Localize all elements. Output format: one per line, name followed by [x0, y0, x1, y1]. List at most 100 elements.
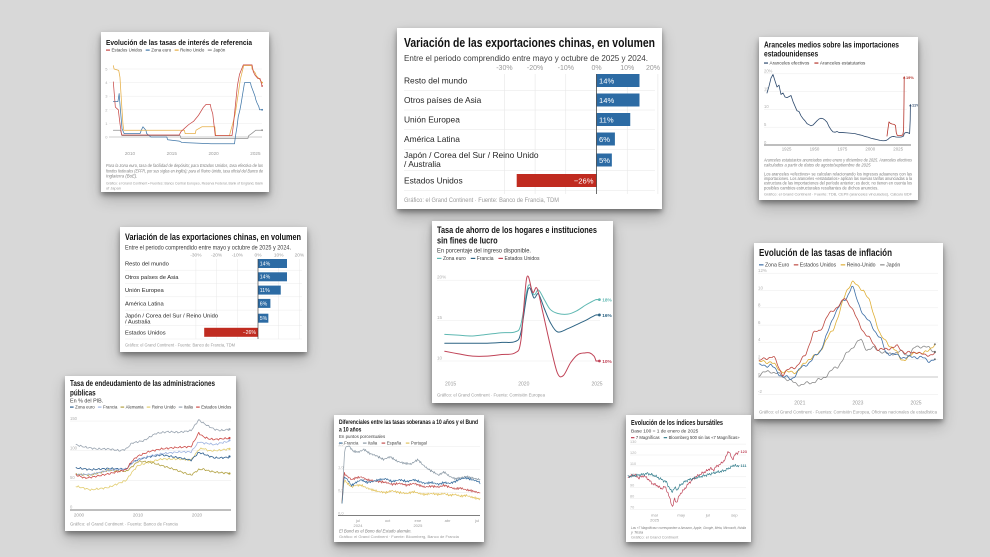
svg-text:2025: 2025: [413, 523, 423, 528]
svg-text:2025: 2025: [250, 151, 261, 156]
svg-text:-30%: -30%: [496, 65, 512, 72]
svg-text:20%: 20%: [437, 275, 446, 280]
svg-text:16%: 16%: [602, 313, 612, 319]
svg-text:Japón / Corea del Sur / Reino: Japón / Corea del Sur / Reino Unido: [125, 313, 218, 319]
svg-text:-2: -2: [758, 389, 762, 394]
svg-text:En % del PIB.: En % del PIB.: [70, 399, 103, 405]
svg-text:Estados Unidos: Estados Unidos: [112, 48, 144, 53]
svg-text:Francia: Francia: [477, 256, 494, 262]
svg-text:11%: 11%: [260, 288, 270, 294]
svg-text:Los aranceles «efectivos» se c: Los aranceles «efectivos» se calculan re…: [764, 172, 912, 177]
svg-text:Diferenciales entre las tasas: Diferenciales entre las tasas soberanas …: [339, 419, 478, 426]
svg-text:Para la zona euro, tasa de fac: Para la zona euro, tasa de facilidad de …: [106, 163, 264, 168]
svg-text:100: 100: [630, 473, 636, 477]
svg-text:19%: 19%: [906, 75, 914, 80]
svg-text:América Latina: América Latina: [404, 134, 460, 144]
svg-text:15: 15: [764, 86, 769, 91]
svg-text:jul: jul: [474, 518, 479, 523]
svg-text:Resto del mundo: Resto del mundo: [125, 262, 169, 268]
svg-text:/ Australia: / Australia: [125, 320, 151, 326]
svg-text:Gráfico: el Grand Continent ·: Gráfico: el Grand Continent · Fuente: TD…: [764, 192, 913, 197]
svg-text:Variación de las exportaciones: Variación de las exportaciones chinas, e…: [125, 232, 301, 242]
svg-text:1,0: 1,0: [338, 464, 344, 469]
svg-text:mar: mar: [651, 513, 659, 518]
svg-text:Japón: Japón: [886, 263, 900, 269]
svg-text:0: 0: [70, 505, 73, 510]
svg-text:calculados a partir de datos d: calculados a partir de datos de agosto/s…: [764, 163, 871, 168]
svg-text:fondos federales (EFFR, por su: fondos federales (EFFR, por sus siglas e…: [106, 168, 264, 173]
svg-text:Gráfico: el Grand Continent ·: Gráfico: el Grand Continent · Fuente: Ba…: [70, 522, 178, 527]
svg-text:1925: 1925: [782, 147, 792, 152]
svg-text:Unión Europea: Unión Europea: [404, 115, 460, 125]
svg-text:3: 3: [105, 94, 108, 99]
svg-text:Zona euro: Zona euro: [75, 405, 95, 410]
svg-text:2: 2: [105, 107, 108, 112]
svg-text:Reino-Unido: Reino-Unido: [847, 263, 876, 269]
svg-text:100: 100: [70, 445, 78, 450]
svg-text:Estados Unidos: Estados Unidos: [800, 263, 837, 269]
svg-text:14%: 14%: [260, 261, 271, 267]
svg-text:4: 4: [758, 337, 761, 342]
svg-text:18%: 18%: [602, 297, 612, 303]
svg-text:7 Magníficas: 7 Magníficas: [636, 435, 660, 440]
svg-text:Aranceles estatutarios: Aranceles estatutarios: [820, 61, 866, 66]
svg-text:Gráfico: el Grand Continent •: Gráfico: el Grand Continent • Fuentes: B…: [106, 181, 263, 186]
svg-text:0,5: 0,5: [338, 487, 344, 492]
svg-text:Estados Unidos: Estados Unidos: [404, 176, 463, 186]
svg-text:−26%: −26%: [574, 176, 594, 185]
svg-text:0%: 0%: [255, 253, 263, 259]
svg-text:130: 130: [630, 440, 636, 444]
svg-text:Unión Europea: Unión Europea: [125, 288, 164, 294]
svg-text:/ Australia: / Australia: [404, 159, 441, 169]
svg-text:Zona euro: Zona euro: [443, 256, 466, 262]
svg-text:2015: 2015: [445, 382, 456, 388]
svg-text:14%: 14%: [599, 96, 614, 105]
svg-text:Francia: Francia: [103, 405, 118, 410]
svg-text:may: may: [677, 513, 685, 518]
svg-text:En porcentaje del ingreso disp: En porcentaje del ingreso disponible.: [437, 248, 531, 255]
svg-text:5: 5: [105, 67, 108, 72]
svg-text:oct: oct: [385, 518, 391, 523]
svg-text:123: 123: [741, 450, 747, 454]
svg-text:10: 10: [437, 356, 443, 361]
svg-text:-30%: -30%: [190, 253, 202, 259]
svg-text:0: 0: [758, 372, 761, 377]
svg-text:Japón: Japón: [213, 48, 226, 53]
svg-text:12%: 12%: [758, 268, 767, 273]
svg-text:2015: 2015: [167, 151, 178, 156]
svg-text:Aranceles estatutarios anuncia: Aranceles estatutarios anunciados entre …: [763, 158, 912, 163]
svg-text:14%: 14%: [260, 275, 271, 281]
svg-text:2024: 2024: [354, 523, 364, 528]
svg-text:2020: 2020: [518, 382, 529, 388]
svg-text:2000: 2000: [74, 513, 85, 518]
svg-text:10%: 10%: [602, 359, 612, 365]
svg-text:sep: sep: [731, 513, 738, 518]
svg-text:estructura de las importacione: estructura de las importaciones del perí…: [764, 181, 912, 186]
svg-text:El Bund es el Bono del Estado: El Bund es el Bono del Estado alemán.: [339, 529, 412, 534]
svg-text:2025: 2025: [893, 147, 903, 152]
svg-text:Estados Unidos: Estados Unidos: [201, 405, 231, 410]
svg-text:Resto del mundo: Resto del mundo: [404, 76, 468, 86]
svg-text:jul: jul: [705, 513, 710, 518]
svg-text:Italia: Italia: [368, 441, 378, 446]
svg-text:of Japan: of Japan: [106, 186, 121, 191]
svg-text:Gráfico: el Grand Continent ·: Gráfico: el Grand Continent · Fuente: Ba…: [404, 197, 559, 204]
svg-text:Evolución de las tasas de infl: Evolución de las tasas de inflación: [759, 248, 892, 259]
svg-text:Francia: Francia: [344, 441, 359, 446]
svg-text:Zona euro: Zona euro: [151, 48, 172, 53]
svg-text:Bloomberg 500 sin las «7 Magní: Bloomberg 500 sin las «7 Magníficas»: [669, 435, 741, 440]
svg-text:América Latina: América Latina: [125, 301, 164, 307]
svg-text:0%: 0%: [591, 65, 601, 72]
svg-text:20%: 20%: [295, 253, 305, 259]
svg-text:Gráfico: el Grand Continent ·: Gráfico: el Grand Continent · Fuente: Ba…: [125, 343, 235, 348]
svg-text:importaciones. Los aranceles «: importaciones. Los aranceles «estatutari…: [764, 176, 913, 181]
svg-text:Entre el periodo comprendido e: Entre el periodo comprendido entre mayo …: [125, 246, 291, 252]
svg-text:50: 50: [70, 475, 75, 480]
svg-text:10%: 10%: [620, 65, 634, 72]
svg-text:Estados Unidos: Estados Unidos: [504, 256, 540, 262]
svg-text:Gráfico: el Grand Continent ·: Gráfico: el Grand Continent · Fuente: Bl…: [339, 534, 460, 539]
svg-text:20%: 20%: [646, 65, 660, 72]
svg-text:1,5: 1,5: [338, 441, 344, 446]
svg-text:abr: abr: [445, 518, 451, 523]
svg-text:Las «7 Magníficas» corresponde: Las «7 Magníficas» corresponden a Amazon…: [631, 525, 747, 530]
